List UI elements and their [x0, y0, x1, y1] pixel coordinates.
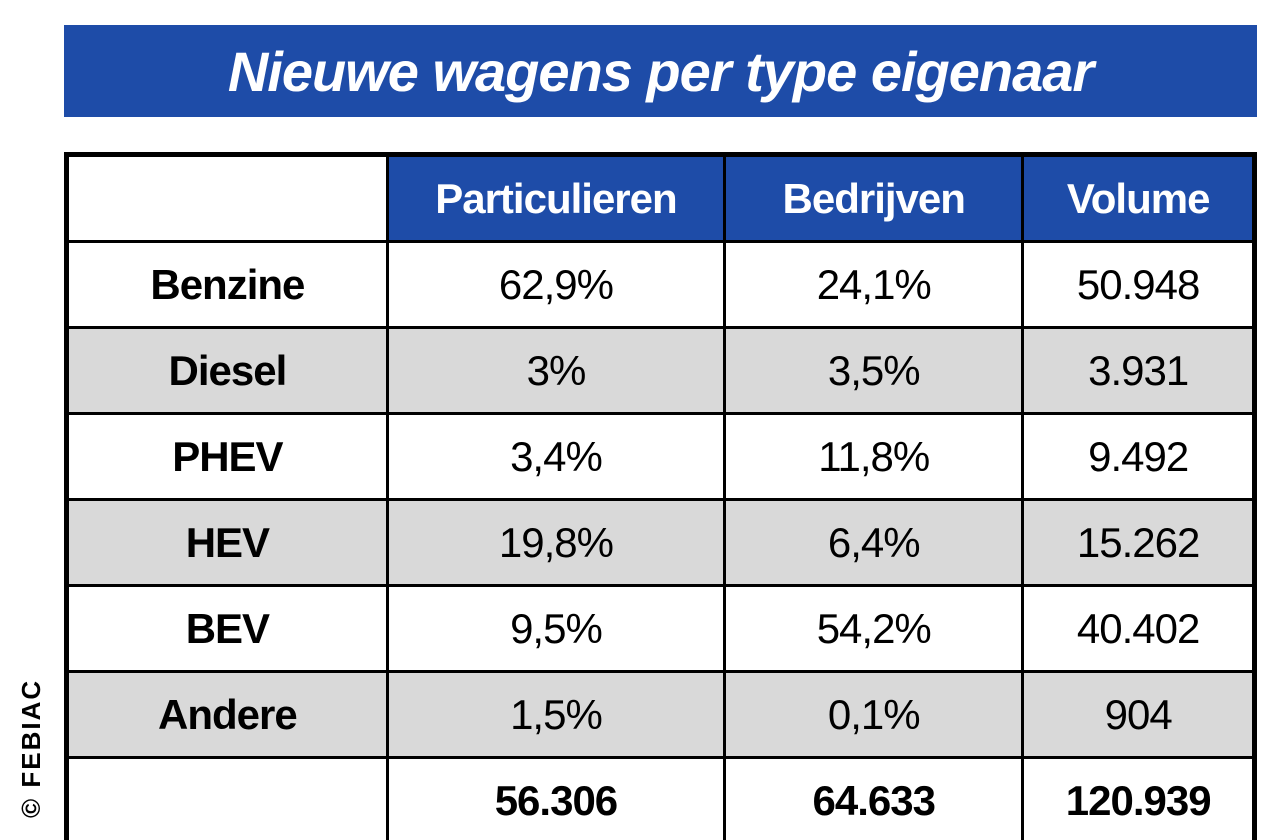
- totals-volume-cell: 120.939: [1021, 756, 1256, 840]
- andere-particulieren-cell: 1,5%: [385, 670, 727, 759]
- column-header-particulieren: Particulieren: [385, 153, 727, 243]
- diesel-bedrijven-cell: 3,5%: [723, 326, 1025, 415]
- corner-cell: [65, 153, 389, 243]
- bev-particulieren-cell: 9,5%: [385, 584, 727, 673]
- column-header-volume: Volume: [1021, 153, 1256, 243]
- owner-type-table: Particulieren Bedrijven Volume Benzine 6…: [64, 152, 1257, 840]
- bev-volume-cell: 40.402: [1021, 584, 1256, 673]
- phev-label: PHEV: [65, 412, 389, 501]
- table-row-bev: BEV 9,5% 54,2% 40.402: [65, 584, 1256, 673]
- phev-volume-cell: 9.492: [1021, 412, 1256, 501]
- table-row-benzine: Benzine 62,9% 24,1% 50.948: [65, 240, 1256, 329]
- copyright-febiac: © FEBIAC: [16, 678, 46, 818]
- benzine-label: Benzine: [65, 240, 389, 329]
- diesel-particulieren-cell: 3%: [385, 326, 727, 415]
- table-row-phev: PHEV 3,4% 11,8% 9.492: [65, 412, 1256, 501]
- table-row-hev: HEV 19,8% 6,4% 15.262: [65, 498, 1256, 587]
- diesel-volume-cell: 3.931: [1021, 326, 1256, 415]
- andere-label: Andere: [65, 670, 389, 759]
- totals-particulieren-cell: 56.306: [385, 756, 727, 840]
- andere-volume-cell: 904: [1021, 670, 1256, 759]
- totals-label: [65, 756, 389, 840]
- hev-particulieren-cell: 19,8%: [385, 498, 727, 587]
- header-row: Particulieren Bedrijven Volume: [65, 153, 1256, 243]
- hev-label: HEV: [65, 498, 389, 587]
- diesel-label: Diesel: [65, 326, 389, 415]
- bev-label: BEV: [65, 584, 389, 673]
- benzine-particulieren-cell: 62,9%: [385, 240, 727, 329]
- benzine-bedrijven-cell: 24,1%: [723, 240, 1025, 329]
- bev-bedrijven-cell: 54,2%: [723, 584, 1025, 673]
- table-row-diesel: Diesel 3% 3,5% 3.931: [65, 326, 1256, 415]
- column-header-bedrijven: Bedrijven: [723, 153, 1025, 243]
- phev-particulieren-cell: 3,4%: [385, 412, 727, 501]
- title-banner: Nieuwe wagens per type eigenaar: [64, 25, 1257, 117]
- hev-bedrijven-cell: 6,4%: [723, 498, 1025, 587]
- benzine-volume-cell: 50.948: [1021, 240, 1256, 329]
- totals-bedrijven-cell: 64.633: [723, 756, 1025, 840]
- phev-bedrijven-cell: 11,8%: [723, 412, 1025, 501]
- table-row-andere: Andere 1,5% 0,1% 904: [65, 670, 1256, 759]
- andere-bedrijven-cell: 0,1%: [723, 670, 1025, 759]
- hev-volume-cell: 15.262: [1021, 498, 1256, 587]
- totals-row: 56.306 64.633 120.939: [65, 756, 1256, 840]
- page-title: Nieuwe wagens per type eigenaar: [227, 39, 1094, 103]
